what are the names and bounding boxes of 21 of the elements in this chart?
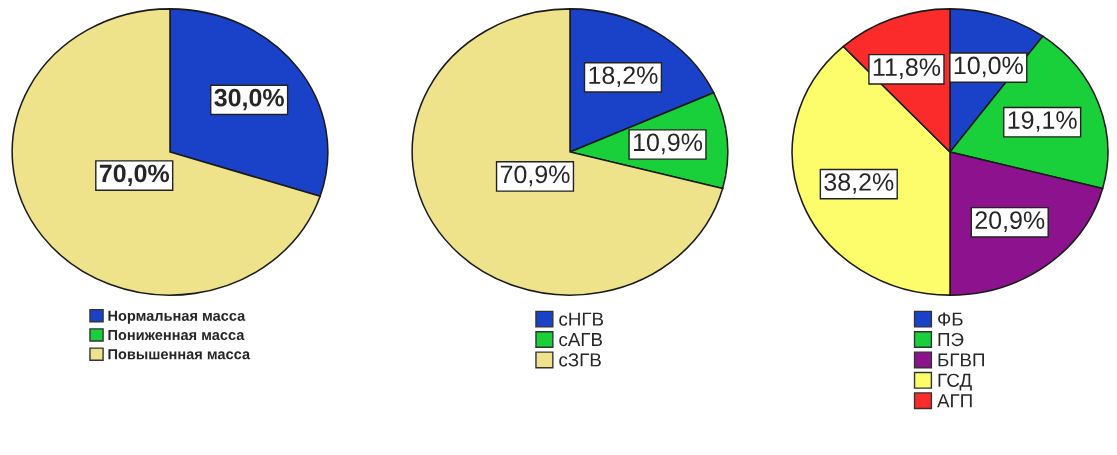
legend-label: сНГВ: [559, 312, 604, 326]
data-label: 11,8%: [873, 58, 941, 79]
data-label: 18,2%: [589, 66, 658, 88]
data-label: 20,9%: [975, 211, 1045, 232]
data-label: 10,9%: [633, 133, 703, 155]
legend-label: ГСД: [938, 373, 972, 391]
data-label: 70,0%: [99, 164, 170, 186]
legend-label: БГВП: [938, 353, 984, 367]
legend-label: АГП: [937, 394, 972, 408]
data-label: 19,1%: [1008, 111, 1077, 132]
data-label: 10,0%: [954, 56, 1023, 78]
data-label: 70,9%: [500, 165, 570, 187]
legend-label: ФБ: [938, 312, 963, 326]
legend-label: сАГВ: [559, 333, 603, 347]
legend-label: Пониженная масса: [108, 329, 245, 341]
data-label: 38,2%: [824, 173, 894, 194]
legend-label: сЗГВ: [559, 353, 601, 367]
legend-label: Повышенная масса: [108, 349, 251, 360]
legend-label: ПЭ: [938, 332, 964, 347]
legend-label: Нормальная масса: [108, 310, 246, 324]
data-label: 30,0%: [214, 88, 284, 111]
